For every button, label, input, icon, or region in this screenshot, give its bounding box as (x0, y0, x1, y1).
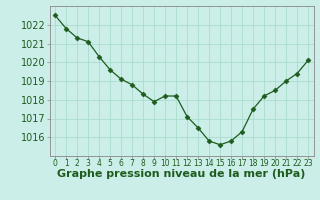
X-axis label: Graphe pression niveau de la mer (hPa): Graphe pression niveau de la mer (hPa) (57, 169, 306, 179)
